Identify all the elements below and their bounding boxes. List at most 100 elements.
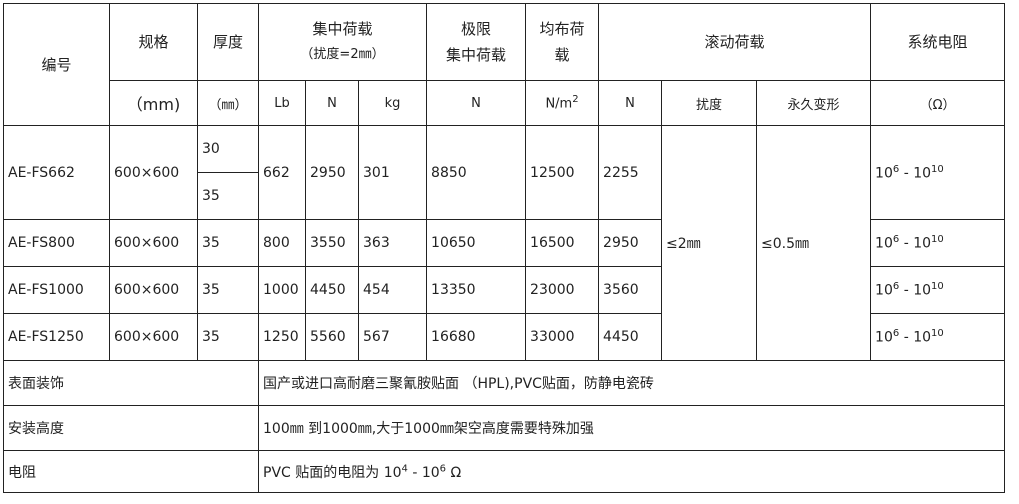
cell-resistance: 106 - 1010 [870,219,1006,267]
cell-perm-deform: ≤0.5㎜ [756,125,872,361]
footer-row: 表面装饰 国产或进口高耐磨三聚氰胺贴面 （HPL),PVC贴面，防静电瓷砖 [3,360,1006,406]
res-exp2: 10 [931,281,944,293]
cell-lb: 1000 [258,266,306,314]
res-exp1: 6 [892,234,900,246]
cell-code: AE-FS800 [3,219,110,267]
cell-n: 2950 [305,125,359,220]
conc-load-title: 集中荷载 [312,20,373,38]
header-code: 编号 [3,3,110,126]
footer-value: 国产或进口高耐磨三聚氰胺贴面 （HPL),PVC贴面，防静电瓷砖 [257,360,1006,406]
cell-uni: 12500 [525,125,600,220]
res-exp1: 4 [401,462,408,474]
cell-n: 4450 [305,266,359,314]
table-row: AE-FS1250 600×600 35 1250 5560 567 16680 33000 4… [3,313,1006,361]
cell-thickness: 35 [197,172,259,220]
cell-kg: 363 [357,219,428,267]
uni-load-l2: 载 [554,46,570,64]
cell-resistance: 106 - 1010 [870,266,1006,314]
cell-deflection: ≤2㎜ [661,125,758,361]
cell-spec: 600×600 [109,313,198,361]
header-roll-load: 滚动荷载 [598,3,872,81]
cell-code: AE-FS662 [3,125,110,220]
header-thickness: 厚度 [197,3,259,81]
cell-thickness: 35 [197,219,259,267]
unit-uni-sup: 2 [572,94,579,106]
table-row: AE-FS1000 600×600 35 1000 4450 454 13350 23000 3… [3,266,1006,314]
unit-uni-base: N/m [545,96,573,112]
header-ult-load: 极限 集中荷载 [426,3,527,81]
res-exp2: 10 [931,163,944,175]
res-pre: PVC 贴面的电阻为 10 [263,464,402,481]
uni-load-l1: 均布荷 [539,20,585,38]
cell-thickness: 30 [197,125,259,173]
res-base2: 10 [913,165,932,182]
unit-n: N [305,80,359,126]
res-sep: - [899,329,914,346]
unit-kg: kg [357,80,428,126]
cell-kg: 567 [357,313,428,361]
cell-n: 5560 [305,313,359,361]
cell-lb: 1250 [258,313,306,361]
cell-code: AE-FS1000 [3,266,110,314]
cell-thickness: 35 [197,266,259,314]
table-row: AE-FS800 600×600 35 800 3550 363 10650 16500 295… [3,219,1006,267]
header-uni-load: 均布荷载 [525,3,600,81]
header-resistance: 系统电阻 [870,3,1006,81]
unit-uni: N/m2 [525,80,600,126]
unit-deflection: 扰度 [661,80,758,126]
cell-n: 3550 [305,219,359,267]
cell-ult: 16680 [426,313,527,361]
footer-label: 安装高度 [3,405,259,451]
cell-thickness: 35 [197,313,259,361]
cell-resistance: 106 - 1010 [870,313,1006,361]
cell-uni: 33000 [525,313,600,361]
conc-load-note: （扰度=2㎜） [300,47,385,62]
res-exp1: 6 [892,328,900,340]
footer-label: 电阻 [3,450,259,493]
res-base: 10 [875,235,893,252]
cell-kg: 454 [357,266,428,314]
unit-lb: Lb [258,80,306,126]
res-exp2: 10 [931,234,944,246]
cell-code: AE-FS1250 [3,313,110,361]
res-base: 10 [875,165,893,182]
res-mid: - 10 [407,464,440,481]
table-row: AE-FS662 600×600 30 662 2950 301 8850 12… [3,125,1006,361]
footer-value: PVC 贴面的电阻为 104 - 106 Ω [257,450,1006,493]
cell-lb: 662 [258,125,306,220]
res-base: 10 [875,329,893,346]
header-spec: 规格 [109,3,198,81]
res-exp2: 6 [439,462,447,474]
res-base2: 10 [913,329,932,346]
res-exp1: 6 [892,163,900,175]
res-exp1: 6 [892,281,900,293]
cell-uni: 16500 [525,219,600,267]
cell-ult: 10650 [426,219,527,267]
cell-spec: 600×600 [109,266,198,314]
spec-table: 编号 规格 厚度 集中荷载 （扰度=2㎜） 极限 集中荷载 均布荷载 滚动荷载 系统… [3,3,1006,493]
unit-perm-deform: 永久变形 [756,80,872,126]
footer-row: 电阻 PVC 贴面的电阻为 104 - 106 Ω [3,450,1006,493]
cell-resistance: 106 - 1010 [870,125,1006,220]
res-sep: - [899,235,914,252]
res-sep: - [899,165,914,182]
unit-ohm: （Ω） [870,80,1006,126]
cell-roll: 4450 [598,313,663,361]
cell-uni: 23000 [525,266,600,314]
cell-roll: 2255 [598,125,663,220]
unit-ult: N [426,80,527,126]
unit-spec: （mm) [109,80,198,126]
ult-load-l2: 集中荷载 [446,46,507,64]
res-sep: - [899,282,914,299]
cell-kg: 301 [357,125,428,220]
ult-load-l1: 极限 [461,20,492,38]
res-exp2: 10 [931,328,944,340]
header-conc-load: 集中荷载 （扰度=2㎜） [257,3,428,81]
cell-ult: 13350 [426,266,527,314]
res-base: 10 [875,282,893,299]
cell-spec: 600×600 [109,125,198,220]
cell-roll: 2950 [598,219,663,267]
cell-roll: 3560 [598,266,663,314]
unit-thickness: （㎜） [197,80,259,126]
cell-lb: 800 [258,219,306,267]
